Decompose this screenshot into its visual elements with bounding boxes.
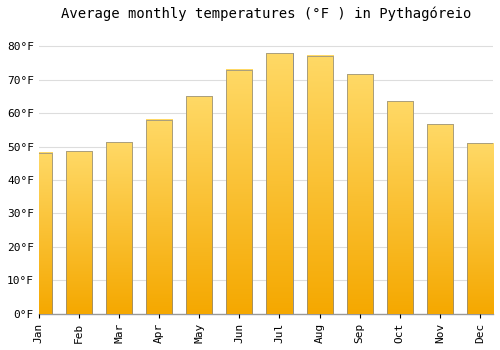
Bar <box>186 96 212 314</box>
Bar <box>346 74 372 314</box>
Bar <box>306 56 332 314</box>
Bar <box>146 119 172 314</box>
Bar <box>427 124 453 314</box>
Bar <box>427 124 453 314</box>
Bar <box>26 153 52 314</box>
Bar <box>146 119 172 314</box>
Bar <box>346 74 372 314</box>
Bar <box>106 142 132 314</box>
Bar <box>306 56 332 314</box>
Bar <box>26 153 52 314</box>
Bar <box>387 101 413 314</box>
Bar <box>66 151 92 314</box>
Bar <box>266 53 292 314</box>
Bar <box>467 143 493 314</box>
Bar <box>226 70 252 314</box>
Bar <box>266 53 292 314</box>
Title: Average monthly temperatures (°F ) in Pythagóreio: Average monthly temperatures (°F ) in Py… <box>60 7 471 21</box>
Bar <box>467 143 493 314</box>
Bar <box>226 70 252 314</box>
Bar <box>387 101 413 314</box>
Bar <box>106 142 132 314</box>
Bar <box>66 151 92 314</box>
Bar <box>186 96 212 314</box>
